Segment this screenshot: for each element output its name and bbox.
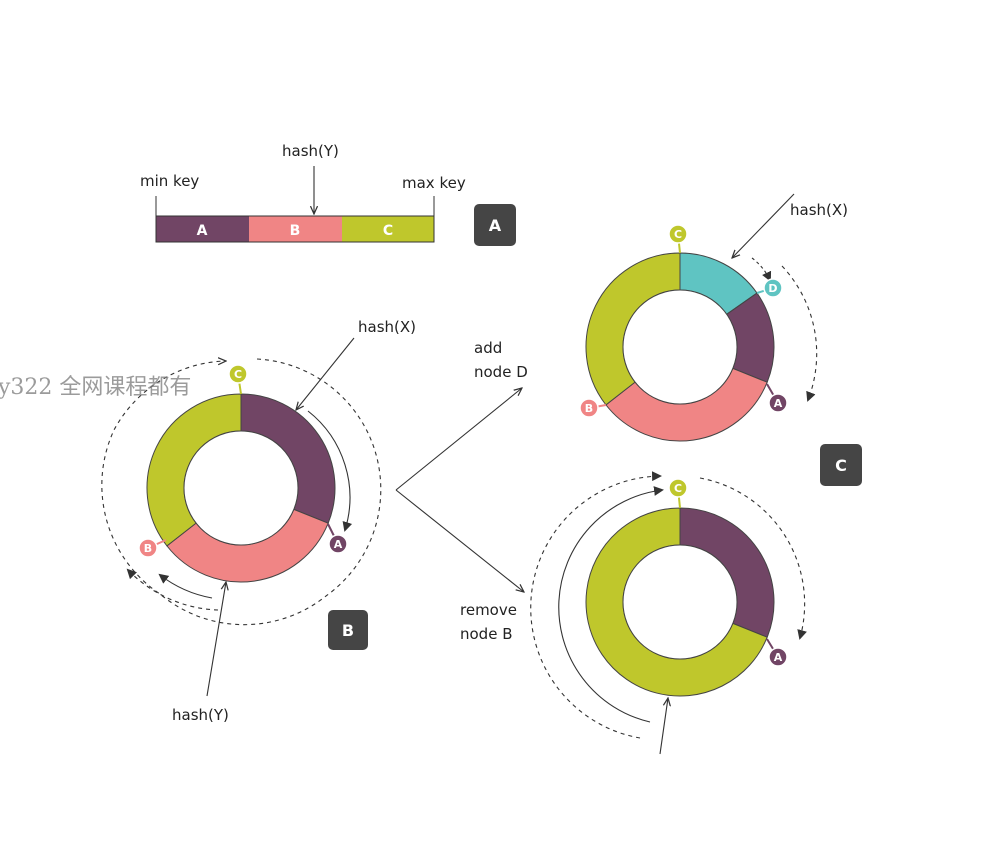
- add-label-line1: add: [474, 339, 502, 357]
- hash-x-arrow: [296, 337, 355, 410]
- ring-hole: [183, 430, 299, 546]
- hash-y-arrow-c: [659, 698, 668, 755]
- segment-b-label: B: [290, 223, 301, 239]
- node-b-marker-b: [138, 538, 158, 558]
- transition-arrows: add node D remove node B: [395, 339, 528, 643]
- segment-a: [156, 216, 249, 242]
- hash-x-label: hash(X): [358, 318, 416, 336]
- panel-b-box: [328, 610, 368, 650]
- ring-c-bottom: [585, 507, 775, 697]
- node-a-marker-b-label: A: [334, 538, 343, 551]
- remove-label-line2: node B: [460, 625, 513, 643]
- c-to-a-dashed-arc: [699, 477, 807, 640]
- panel-c-bottom: [530, 471, 807, 755]
- min-key-label: min key: [140, 172, 199, 190]
- remove-label-line1: remove: [460, 601, 517, 619]
- node-a-marker-cb-label: A: [774, 651, 783, 664]
- node-markers: C A B C D A B C A: [138, 224, 788, 667]
- panel-b-box-label: B: [342, 621, 354, 640]
- key-range-bar: [155, 215, 435, 243]
- node-a-marker-ct: [768, 393, 788, 413]
- panel-a-box-label: A: [489, 216, 502, 235]
- ring-b: [146, 393, 336, 583]
- node-a-marker-b: [328, 534, 348, 554]
- hash-y-arrow: [206, 582, 226, 697]
- node-b-marker-ct-label: B: [585, 402, 593, 415]
- hash-x-label-c: hash(X): [790, 201, 848, 219]
- segment-c-label: C: [383, 223, 393, 239]
- node-c-marker-b: [228, 364, 248, 384]
- hash-y-to-b-arc: [158, 573, 213, 599]
- wrap-to-c-dashed-arc: [530, 471, 662, 739]
- panel-c-top: hash(X) C: [585, 193, 862, 486]
- segment-a-label: A: [197, 223, 208, 239]
- hash-y-to-c-arc: [558, 486, 664, 723]
- node-d-marker-ct: [763, 278, 783, 298]
- node-c-marker-b-label: C: [234, 368, 242, 381]
- node-a-marker-cb: [768, 647, 788, 667]
- node-c-marker-ct-label: C: [674, 228, 682, 241]
- wrap-around-dashed-arc: [101, 359, 382, 626]
- hash-x-to-d-arc: [751, 257, 772, 282]
- add-node-arrow: [395, 388, 522, 491]
- remove-node-arrow: [395, 489, 524, 592]
- node-b-marker-b-label: B: [144, 542, 152, 555]
- segment-c: [342, 216, 434, 242]
- node-a-marker-ct-label: A: [774, 397, 783, 410]
- hash-x-arrow-c: [732, 193, 795, 258]
- node-c-marker-cb: [668, 478, 688, 498]
- ring-hole: [622, 544, 738, 660]
- hash-x-to-a-arc: [307, 410, 353, 532]
- watermark-text: y322 全网课程都有: [0, 375, 191, 400]
- add-label-line2: node D: [474, 363, 528, 381]
- hash-y-dashed-arc: [126, 568, 219, 611]
- panel-a-box: [474, 204, 516, 246]
- ring-hole: [622, 289, 738, 405]
- d-to-a-dashed-arc: [781, 265, 818, 402]
- node-c-marker-ct: [668, 224, 688, 244]
- hash-y-label: hash(Y): [172, 706, 229, 724]
- panel-a: A B C min key max key hash(Y) A: [140, 142, 516, 246]
- node-b-marker-ct: [579, 398, 599, 418]
- node-d-marker-ct-label: D: [768, 282, 777, 295]
- hash-y-label: hash(Y): [282, 142, 339, 160]
- panel-c-box: [820, 444, 862, 486]
- max-key-label: max key: [402, 174, 466, 192]
- ring-c-top: [585, 252, 775, 442]
- segment-b: [249, 216, 342, 242]
- panel-b: hash(X) hash(Y) B: [101, 318, 416, 724]
- node-c-marker-cb-label: C: [674, 482, 682, 495]
- panel-c-box-label: C: [835, 456, 847, 475]
